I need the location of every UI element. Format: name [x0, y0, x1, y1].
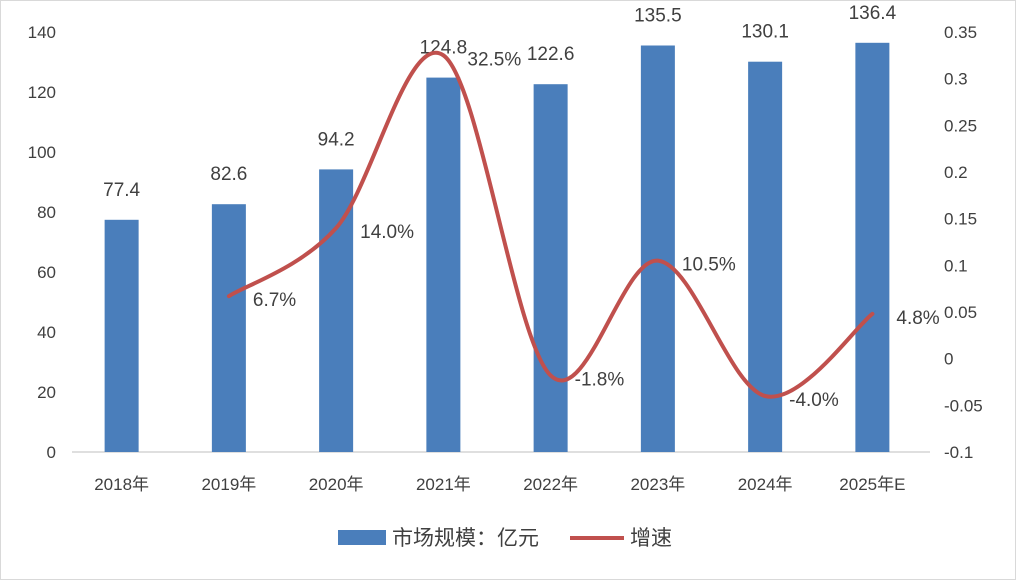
y-right-tick-label: 0.2 — [944, 163, 968, 182]
x-tick-label: 2020年 — [309, 475, 364, 494]
y-left-tick-label: 120 — [28, 83, 56, 102]
bar — [426, 77, 461, 452]
bar — [211, 204, 246, 452]
y-right-tick-label: 0.1 — [944, 256, 968, 275]
x-tick-label: 2019年 — [201, 475, 256, 494]
legend: 市场规模：亿元 增速 — [338, 527, 672, 550]
line-data-label: -4.0% — [789, 390, 839, 411]
growth-line — [226, 50, 875, 399]
x-tick-label: 2022年 — [523, 475, 578, 494]
y-right-tick-label: 0 — [944, 350, 953, 369]
legend-bar-swatch — [338, 530, 386, 545]
bar-data-label: 122.6 — [527, 44, 575, 65]
line-data-label: 10.5% — [682, 255, 736, 276]
x-tick-label: 2024年 — [738, 475, 793, 494]
legend-label-growth: 增速 — [630, 527, 672, 550]
y-right-tick-label: -0.05 — [944, 396, 983, 415]
bar — [855, 42, 890, 453]
x-tick-label: 2018年 — [94, 475, 149, 494]
line-data-label: -1.8% — [575, 369, 625, 390]
bar — [748, 61, 783, 452]
y-left-tick-label: 60 — [37, 263, 56, 282]
line-data-label: 4.8% — [896, 308, 939, 329]
bar — [533, 84, 568, 452]
bar-data-label: 135.5 — [634, 6, 682, 27]
bar-data-label: 136.4 — [849, 3, 897, 24]
bar-data-label: 94.2 — [318, 129, 355, 150]
y-left-tick-label: 40 — [37, 323, 56, 342]
line-data-label: 14.0% — [360, 222, 414, 243]
y-right-tick-label: 0.35 — [944, 23, 977, 42]
bar-data-label: 82.6 — [210, 164, 247, 185]
y-left-tick-label: 0 — [47, 443, 56, 462]
line-data-label: 32.5% — [467, 49, 521, 70]
bar-data-label: 130.1 — [741, 22, 789, 43]
y-right-tick-label: 0.15 — [944, 210, 977, 229]
bar — [640, 45, 675, 452]
line-data-label: 6.7% — [253, 290, 296, 311]
bar-data-label: 77.4 — [103, 180, 140, 201]
x-tick-label: 2023年 — [630, 475, 685, 494]
y-left-tick-label: 80 — [37, 203, 56, 222]
y-right-tick-label: 0.3 — [944, 70, 968, 89]
y-left-tick-label: 140 — [28, 23, 56, 42]
y-right-tick-label: 0.05 — [944, 303, 977, 322]
y-left-tick-label: 100 — [28, 143, 56, 162]
y-right-tick-label: -0.1 — [944, 443, 973, 462]
bar — [104, 219, 139, 452]
bar — [319, 169, 354, 452]
legend-label-market-size: 市场规模：亿元 — [392, 527, 539, 550]
y-left-tick-label: 20 — [37, 383, 56, 402]
x-tick-label: 2021年 — [416, 475, 471, 494]
x-tick-label: 2025年E — [839, 475, 905, 494]
y-right-tick-label: 0.25 — [944, 116, 977, 135]
